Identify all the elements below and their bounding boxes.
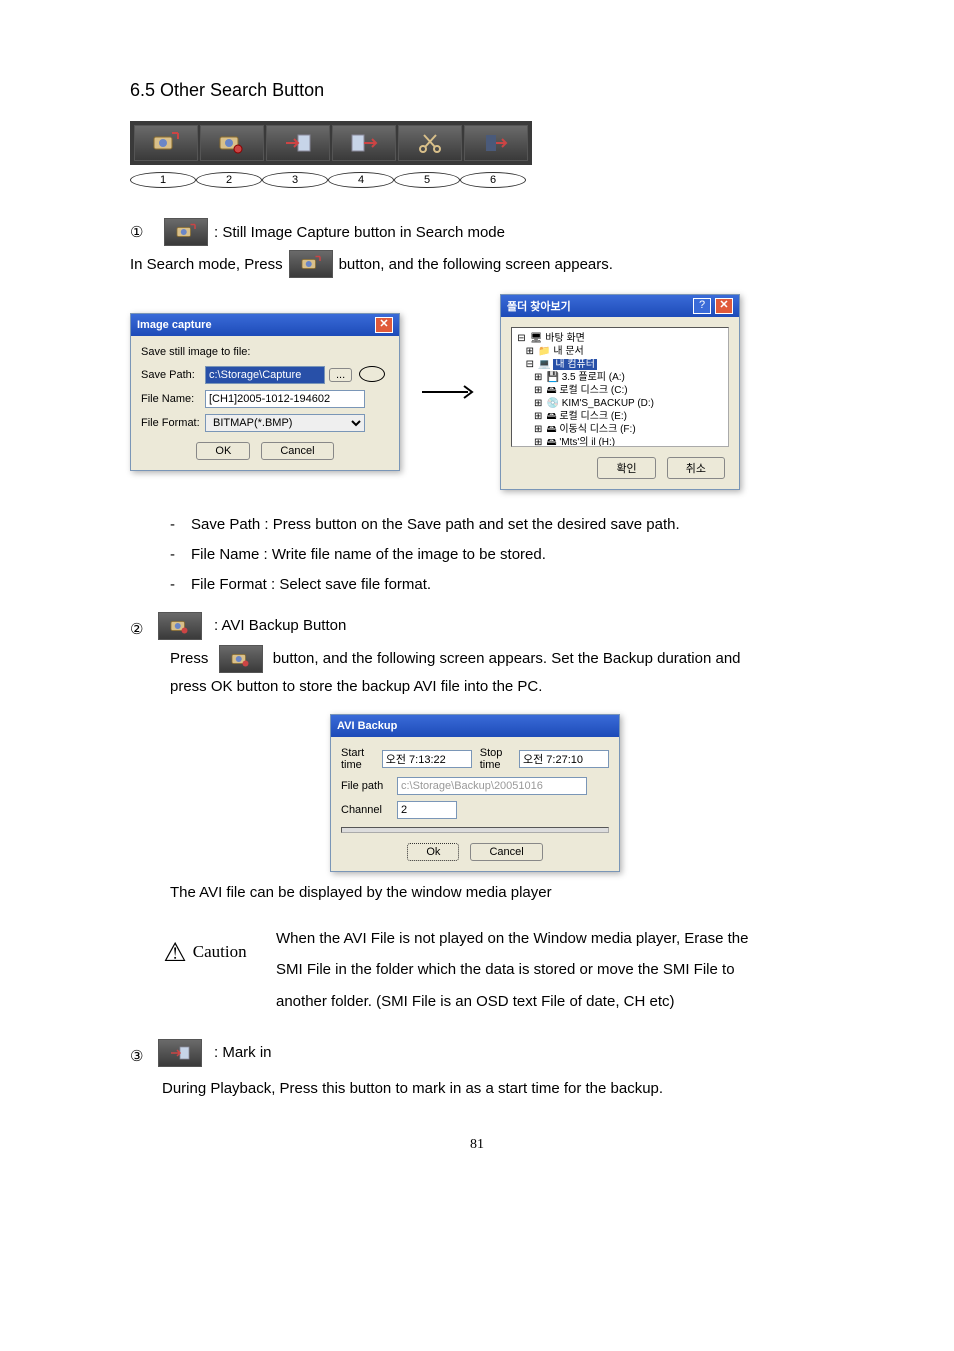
image-capture-dialog: Image capture ✕ Save still image to file… (130, 313, 400, 471)
inline-avi-icon-2 (219, 645, 263, 673)
close-icon[interactable]: ✕ (375, 317, 393, 333)
item1-number: ① (130, 219, 158, 246)
toolbar-btn-capture (134, 125, 198, 161)
avi-ok-button[interactable]: Ok (407, 843, 459, 861)
avi-backup-dialog: AVI Backup Start time Stop time File pat… (330, 714, 620, 872)
file-name-input[interactable] (205, 390, 365, 408)
file-format-label: File Format: (141, 417, 205, 429)
item3-number: ③ (130, 1039, 158, 1072)
tree-node[interactable]: ⊞ 🖴 이동식 디스크 (F:) (516, 423, 724, 436)
section-heading: 6.5 Other Search Button (130, 80, 824, 101)
item2-number: ② (130, 612, 158, 645)
tree-node[interactable]: ⊞ 💾 3.5 플로피 (A:) (516, 371, 724, 384)
capture-cancel-button[interactable]: Cancel (261, 442, 333, 460)
item1-row2: In Search mode, Press button, and the fo… (130, 250, 824, 278)
caution-text-1: When the AVI File is not played on the W… (276, 923, 824, 955)
avi-channel-label: Channel (341, 804, 397, 816)
avi-stop-input[interactable] (519, 750, 609, 768)
save-path-input[interactable] (205, 366, 325, 384)
avi-filepath-label: File path (341, 780, 397, 792)
save-path-label: Save Path: (141, 369, 205, 381)
caution-text-2: SMI File in the folder which the data is… (276, 954, 824, 986)
tree-node[interactable]: ⊟ 🖥 바탕 화면 (516, 332, 724, 345)
tree-node[interactable]: ⊞ 🖴 'Mts'의 il (H:) (516, 436, 724, 447)
image-capture-titlebar: Image capture ✕ (131, 314, 399, 336)
toolbar-num-4: 4 (328, 172, 394, 188)
page-number: 81 (130, 1137, 824, 1153)
item3-block: ③ : Mark in (130, 1039, 824, 1072)
capture-heading: Save still image to file: (141, 346, 389, 358)
caution-label: Caution (193, 942, 247, 962)
folder-titlebar: 폴더 찾아보기 ? ✕ (501, 295, 739, 317)
mark-in-icon (284, 131, 312, 155)
avi-start-label: Start time (341, 747, 382, 771)
tree-node[interactable]: ⊞ 🖴 로컬 디스크 (E:) (516, 410, 724, 423)
toolbar-number-row: 1 2 3 4 5 6 (130, 171, 824, 188)
avi-start-input[interactable] (382, 750, 472, 768)
avi-channel-input[interactable] (397, 801, 457, 819)
toolbar-num-2: 2 (196, 172, 262, 188)
toolbar-btn-avi (200, 125, 264, 161)
file-name-label: File Name: (141, 393, 205, 405)
tree-node[interactable]: ⊞ 🖴 로컬 디스크 (C:) (516, 384, 724, 397)
toolbar-btn-cut (398, 125, 462, 161)
avi-titlebar: AVI Backup (331, 715, 619, 737)
mark-out-icon (350, 131, 378, 155)
toolbar-btn-markout (332, 125, 396, 161)
exit-door-icon (482, 131, 510, 155)
tree-node[interactable]: ⊟ 💻 내 컴퓨터 (516, 358, 724, 371)
folder-cancel-button[interactable]: 취소 (667, 457, 725, 479)
item1-row1: ① : Still Image Capture button in Search… (130, 218, 824, 246)
toolbar-num-6: 6 (460, 172, 526, 188)
toolbar-btn-exit (464, 125, 528, 161)
toolbar-num-5: 5 (394, 172, 460, 188)
scissors-icon (416, 131, 444, 155)
toolbar-btn-markin (266, 125, 330, 161)
avi-note: The AVI file can be displayed by the win… (130, 884, 824, 901)
browse-button[interactable]: ... (329, 368, 352, 382)
avi-stop-label: Stop time (480, 747, 519, 771)
folder-ok-button[interactable]: 확인 (597, 457, 655, 479)
folder-title: 폴더 찾아보기 (507, 298, 571, 314)
inline-markin-icon (158, 1039, 202, 1067)
toolbar-num-3: 3 (262, 172, 328, 188)
item2-title: : AVI Backup Button (214, 612, 824, 645)
camera-crop-icon (152, 131, 180, 155)
item2-press-line: Press button, and the following screen a… (130, 645, 824, 702)
help-icon[interactable]: ? (693, 298, 711, 314)
inline-capture-icon (164, 218, 208, 246)
caution-box: ⚠ Caution When the AVI File is not playe… (150, 923, 824, 1018)
tree-node[interactable]: ⊞ 📁 내 문서 (516, 345, 724, 358)
image-capture-title: Image capture (137, 319, 212, 331)
caution-text-3: another folder. (SMI File is an OSD text… (276, 986, 824, 1018)
item1-line2a: In Search mode, Press (130, 251, 283, 278)
bullet-list: -Save Path : Press button on the Save pa… (170, 510, 824, 600)
toolbar-num-1: 1 (130, 172, 196, 188)
avi-cancel-button[interactable]: Cancel (470, 843, 542, 861)
bullet-save-path: Save Path : Press button on the Save pat… (191, 516, 680, 533)
item3-title: : Mark in (214, 1039, 824, 1072)
bullet-file-format: File Format : Select save file format. (191, 576, 431, 593)
inline-capture-icon-2 (289, 250, 333, 278)
camera-video-icon (218, 131, 246, 155)
avi-filepath-input[interactable] (397, 777, 587, 795)
arrow-icon (420, 382, 480, 402)
search-toolbar (130, 121, 532, 165)
item2-block: ② : AVI Backup Button (130, 612, 824, 645)
warning-icon: ⚠ (163, 937, 186, 968)
tree-node[interactable]: ⊞ 💿 KIM'S_BACKUP (D:) (516, 397, 724, 410)
item3-line: During Playback, Press this button to ma… (162, 1080, 824, 1097)
bullet-file-name: File Name : Write file name of the image… (191, 546, 546, 563)
folder-close-icon[interactable]: ✕ (715, 298, 733, 314)
capture-ok-button[interactable]: OK (196, 442, 250, 460)
folder-tree[interactable]: ⊟ 🖥 바탕 화면 ⊞ 📁 내 문서 ⊟ 💻 내 컴퓨터 ⊞ 💾 3.5 플로피… (511, 327, 729, 447)
avi-title: AVI Backup (337, 720, 397, 732)
inline-avi-icon (158, 612, 202, 640)
item1-line2b: button, and the following screen appears… (339, 251, 613, 278)
item1-desc: : Still Image Capture button in Search m… (214, 219, 505, 246)
folder-browse-dialog: 폴더 찾아보기 ? ✕ ⊟ 🖥 바탕 화면 ⊞ 📁 내 문서 ⊟ 💻 내 컴퓨터… (500, 294, 740, 490)
file-format-select[interactable]: BITMAP(*.BMP) (205, 414, 365, 432)
